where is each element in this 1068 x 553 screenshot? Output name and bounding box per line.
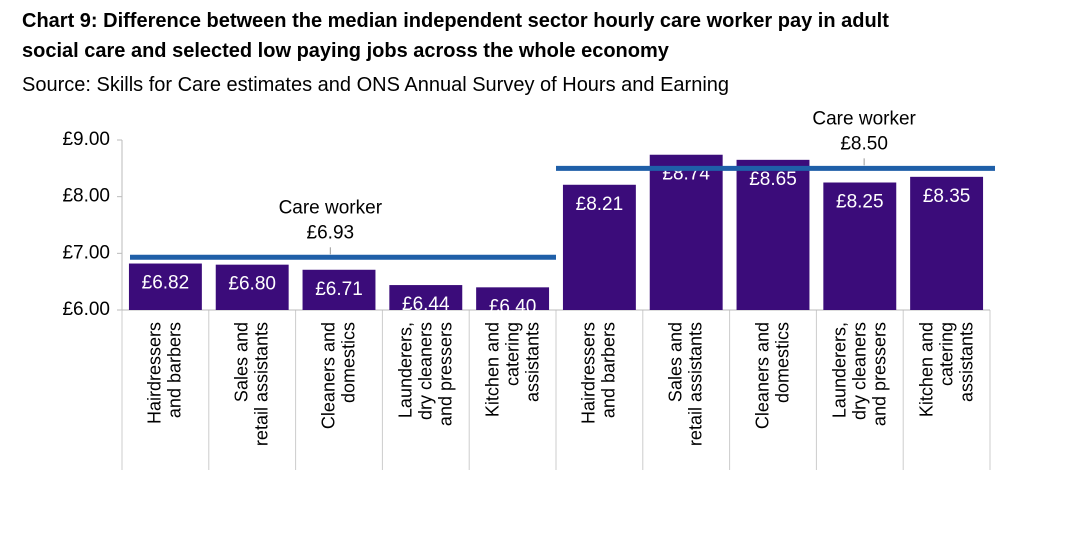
bar (128, 263, 202, 310)
y-tick-label: £7.00 (62, 242, 110, 263)
x-tick-label: Cleaners and domestics (752, 322, 793, 430)
reference-value: £8.50 (840, 133, 888, 154)
reference-value: £6.93 (307, 222, 355, 243)
x-tick-label: Launderers, dry cleaners and pressers (395, 322, 456, 427)
x-tick-label: Sales and retail assistants (232, 322, 273, 447)
reference-label: Care worker (279, 197, 383, 218)
x-tick-label: Hairdressers and barbers (145, 322, 186, 425)
value-label: £6.82 (142, 273, 190, 294)
y-tick-label: £9.00 (62, 129, 110, 150)
value-label: £8.65 (749, 169, 797, 190)
x-tick-label: Cleaners and domestics (318, 322, 359, 430)
bar (910, 176, 984, 310)
value-label: £6.44 (402, 294, 450, 315)
y-tick-label: £6.00 (62, 299, 110, 320)
value-label: £6.40 (489, 296, 537, 317)
bar (823, 182, 897, 310)
value-label: £8.35 (923, 186, 971, 207)
x-tick-label: Launderers, dry cleaners and pressers (829, 322, 890, 427)
bar (562, 184, 636, 310)
chart-title: social care and selected low paying jobs… (22, 40, 669, 62)
x-tick-label: Kitchen and catering assistants (482, 322, 543, 418)
chart-subtitle: Source: Skills for Care estimates and ON… (22, 74, 730, 96)
bar (215, 264, 289, 310)
bar (476, 287, 550, 310)
x-tick-label: Kitchen and catering assistants (916, 322, 977, 418)
value-label: £6.71 (315, 279, 363, 300)
reference-label: Care worker (812, 108, 916, 129)
bar (389, 285, 463, 310)
x-tick-label: Sales and retail assistants (666, 322, 707, 447)
bar (649, 154, 723, 310)
value-label: £6.80 (228, 274, 276, 295)
chart-title: Chart 9: Difference between the median i… (22, 10, 889, 32)
bar (736, 159, 810, 310)
x-tick-label: Hairdressers and barbers (579, 322, 620, 425)
value-label: £8.21 (576, 194, 624, 215)
bar (302, 269, 376, 310)
y-tick-label: £8.00 (62, 186, 110, 207)
value-label: £8.25 (836, 192, 884, 213)
